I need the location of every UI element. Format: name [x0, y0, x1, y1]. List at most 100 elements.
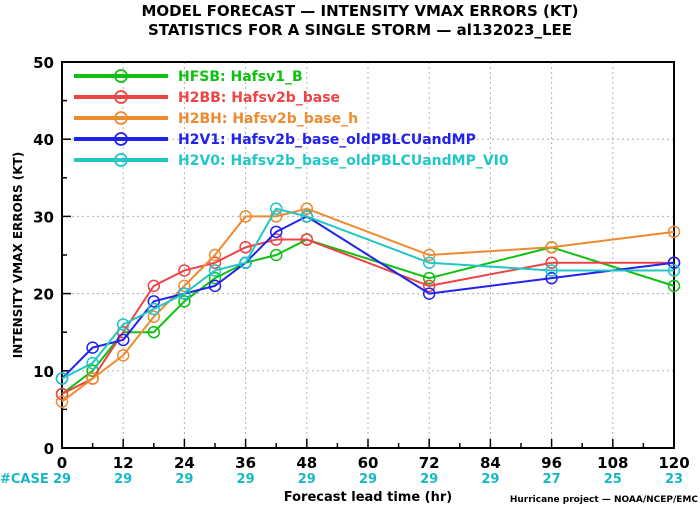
legend-label: H2BH: Hafsv2b_base_h [178, 111, 358, 127]
data-point [208, 279, 222, 293]
x-tick-label: 0 [57, 454, 67, 472]
x-tick-label: 72 [419, 454, 440, 472]
x-tick-label: 24 [174, 454, 195, 472]
y-tick-label: 0 [44, 440, 54, 458]
legend-marker [114, 111, 128, 125]
case-count: 25 [604, 472, 622, 487]
legend-label: H2V0: Hafsv2b_base_oldPBLCUandMP_VI0 [178, 153, 509, 169]
y-tick-label: 30 [33, 208, 54, 226]
data-point [422, 287, 436, 300]
x-tick-label: 120 [658, 454, 689, 472]
data-point [86, 372, 99, 385]
x-tick-label: 108 [597, 454, 628, 472]
data-point [147, 325, 161, 339]
legend-entry: HFSB: Hafsv1_B [74, 69, 303, 85]
legend-marker [114, 153, 128, 167]
case-count: 29 [237, 472, 255, 487]
data-point [178, 264, 191, 277]
data-point [116, 318, 130, 331]
x-tick-label: 48 [296, 454, 317, 472]
data-point [239, 241, 252, 254]
data-point [55, 387, 69, 401]
data-point [269, 248, 283, 262]
series-hfsb [55, 233, 681, 401]
data-point [300, 202, 314, 215]
x-tick-label: 12 [113, 454, 134, 472]
data-point [269, 202, 283, 215]
chart-subtitle: STATISTICS FOR A SINGLE STORM — al132023… [148, 21, 572, 39]
case-count: 29 [298, 472, 316, 487]
data-point [269, 225, 283, 239]
data-point [300, 233, 314, 246]
data-point [667, 264, 681, 277]
data-point [86, 356, 99, 370]
data-point [545, 271, 558, 285]
legend-entry: H2V0: Hafsv2b_base_oldPBLCUandMP_VI0 [74, 153, 509, 169]
y-tick-label: 20 [33, 286, 54, 304]
series-h2bh [55, 202, 681, 408]
data-point [178, 279, 191, 293]
data-point [208, 271, 222, 285]
legend-marker [114, 132, 128, 146]
data-point [55, 395, 69, 408]
data-point [147, 310, 161, 324]
data-point [178, 295, 191, 308]
y-tick-label: 10 [33, 363, 54, 381]
data-point [208, 264, 222, 277]
credit-text: Hurricane project — NOAA/NCEP/EMC [510, 495, 699, 505]
data-point [239, 256, 252, 269]
data-point [269, 233, 283, 246]
series-line [61, 207, 675, 403]
x-tick-label: 96 [541, 454, 562, 472]
data-point [55, 372, 69, 385]
case-count-label: #CASE [0, 472, 49, 487]
series-layer [55, 202, 681, 408]
data-point [147, 295, 161, 308]
series-h2v0 [55, 202, 681, 385]
data-point [422, 279, 436, 293]
y-axis-label: INTENSITY VMAX ERRORS (KT) [11, 152, 25, 358]
legend-label: H2V1: Hafsv2b_base_oldPBLCUandMP [178, 132, 476, 148]
case-count: 29 [53, 472, 71, 487]
legend-label: H2BB: Hafsv2b_base [178, 90, 340, 106]
data-point [178, 287, 191, 300]
legend-label: HFSB: Hafsv1_B [178, 69, 303, 85]
data-point [422, 248, 436, 262]
data-point [422, 271, 436, 285]
case-count: 29 [175, 472, 193, 487]
case-count: 29 [481, 472, 499, 487]
data-point [208, 248, 222, 262]
x-tick-label: 84 [480, 454, 501, 472]
x-axis-label: Forecast lead time (hr) [284, 490, 452, 505]
case-count: 23 [665, 472, 683, 487]
data-point [116, 349, 130, 362]
legend-marker [114, 69, 128, 83]
data-point [147, 279, 161, 293]
data-point [116, 333, 130, 347]
case-counts: 29 29 29 29 29 29 29 29 27 25 23 [53, 472, 683, 487]
data-point [208, 256, 222, 269]
series-line [61, 207, 674, 380]
data-point [422, 256, 436, 269]
data-point [667, 279, 681, 293]
case-count: 27 [543, 472, 561, 487]
y-tick-label: 40 [33, 131, 54, 149]
x-tick-label: 36 [235, 454, 256, 472]
y-tick-label: 50 [33, 54, 54, 72]
data-point [545, 256, 558, 269]
legend-entry: H2V1: Hafsv2b_base_oldPBLCUandMP [74, 132, 476, 148]
legend-marker [114, 90, 128, 104]
data-point [545, 241, 558, 254]
data-point [667, 256, 681, 269]
data-point [300, 210, 314, 223]
data-point [667, 225, 681, 239]
data-point [239, 210, 252, 223]
data-point [86, 341, 99, 354]
legend: HFSB: Hafsv1_B H2BB: Hafsv2b_base H2BH: Ha… [74, 69, 509, 169]
case-count: 29 [114, 472, 132, 487]
chart-title: MODEL FORECAST — INTENSITY VMAX ERRORS (… [141, 2, 578, 20]
legend-entry: H2BB: Hafsv2b_base [74, 90, 340, 106]
x-tick-label: 60 [358, 454, 379, 472]
data-point [147, 302, 161, 316]
